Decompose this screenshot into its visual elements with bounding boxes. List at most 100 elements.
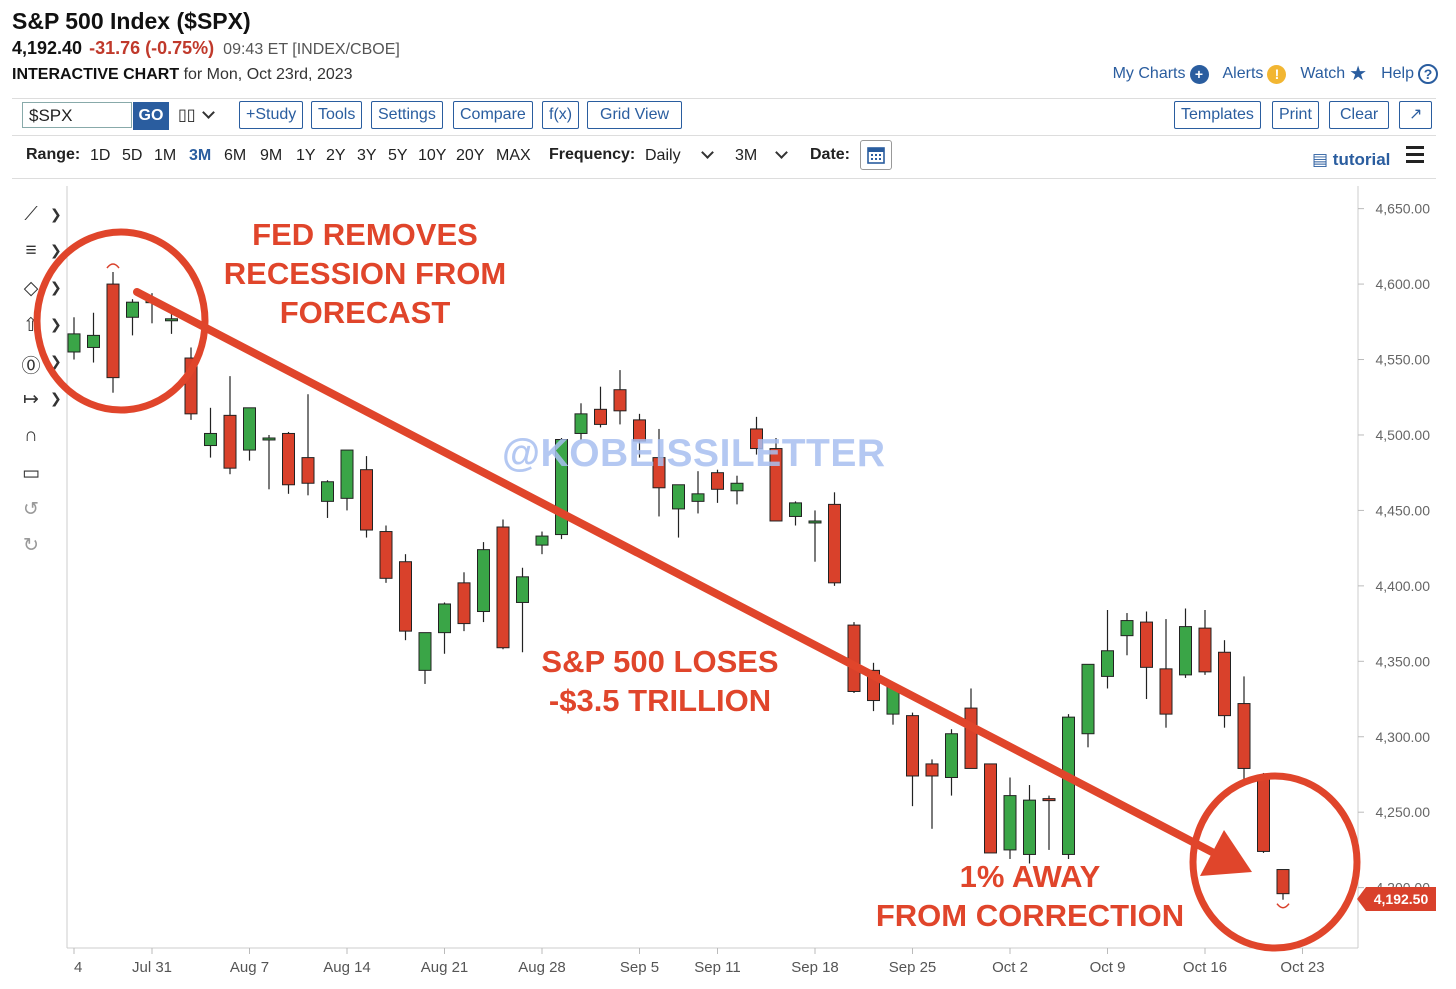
tools-button[interactable]: Tools (311, 101, 363, 129)
watch-link[interactable]: Watch ★ (1300, 64, 1367, 84)
candle-body-up (438, 603, 451, 634)
calendar-button[interactable] (860, 140, 892, 170)
range-5d[interactable]: 5D (122, 147, 143, 164)
range-5y[interactable]: 5Y (388, 147, 408, 164)
frequency-dropdown[interactable]: Daily (645, 146, 714, 165)
candle (1257, 772, 1270, 853)
period-low-marker (1276, 903, 1290, 909)
help-link[interactable]: Help ? (1381, 64, 1438, 84)
candle-body-up (321, 481, 334, 502)
candle-body-down (1276, 869, 1290, 895)
candle-body-down (1218, 651, 1231, 717)
undo-button[interactable]: ↺ (16, 498, 60, 526)
hamburger-menu-icon[interactable] (1406, 146, 1424, 167)
y-axis-ticks: 4,200.004,250.004,300.004,350.004,400.00… (1358, 201, 1430, 896)
range-20y[interactable]: 20Y (456, 147, 485, 164)
trendline-tool[interactable]: ⟋ ❯ (16, 204, 61, 232)
x-tick-label: Aug 7 (230, 959, 269, 976)
plus-circle-icon: + (1189, 64, 1209, 84)
candle-body-up (535, 535, 549, 546)
candle (925, 759, 939, 829)
range-10y[interactable]: 10Y (418, 147, 447, 164)
expand-button[interactable]: ↗ (1399, 101, 1433, 129)
range-9m[interactable]: 9M (260, 147, 283, 164)
compare-button[interactable]: Compare (453, 101, 533, 129)
range-6m[interactable]: 6M (224, 147, 247, 164)
fed-annotation: FED REMOVES RECESSION FROM FORECAST (200, 215, 530, 332)
candle-body-down (964, 707, 978, 769)
x-tick-label: Aug 14 (323, 959, 371, 976)
candle-body-down (711, 472, 724, 490)
candle (1081, 663, 1095, 748)
measure-icon: ↦ (23, 389, 39, 410)
range-2y[interactable]: 2Y (326, 147, 346, 164)
candle (945, 729, 958, 796)
go-button[interactable]: GO (133, 102, 169, 130)
candle-series (67, 263, 1290, 909)
period-high-marker (106, 263, 120, 269)
candle-body-up (789, 502, 802, 517)
print-button[interactable]: Print (1272, 101, 1319, 129)
candle (828, 492, 841, 586)
period-dropdown[interactable]: 3M (735, 146, 789, 165)
candle (1062, 714, 1075, 859)
chart-subtitle: INTERACTIVE CHART for Mon, Oct 23rd, 202… (12, 66, 353, 84)
magnet-tool[interactable]: ∩ (16, 425, 60, 453)
clear-button[interactable]: Clear (1329, 101, 1390, 129)
templates-button[interactable]: Templates (1174, 101, 1261, 129)
candlestick-icon: ▯▯ (178, 107, 196, 124)
fib-tool[interactable]: ≡ ❯ (16, 240, 61, 268)
grid-view-button[interactable]: Grid View (587, 101, 683, 129)
candle (282, 431, 295, 494)
highlight-circle-peak (33, 228, 209, 414)
frequency-label: Frequency: (549, 146, 636, 163)
lock-tool[interactable]: ▭ (16, 462, 60, 490)
range-1d[interactable]: 1D (90, 147, 111, 164)
last-price-tag (1357, 886, 1436, 911)
candle-body-up (418, 632, 432, 671)
text-icon: ⓪ (21, 356, 41, 377)
candle (594, 386, 607, 428)
measure-tool[interactable]: ↦ ❯ (16, 388, 62, 416)
shape-tool[interactable]: ◇ ❯ (16, 277, 62, 305)
tutorial-link[interactable]: ▤ tutorial (1312, 150, 1390, 170)
range-max[interactable]: MAX (496, 147, 531, 164)
candle-body-up (1120, 620, 1134, 637)
candle-body-down (1140, 621, 1153, 668)
candle (399, 554, 412, 641)
y-tick-label: 4,500.00 (1376, 427, 1431, 443)
candle (847, 622, 861, 693)
chart-type-dropdown[interactable]: ▯▯ (178, 105, 215, 125)
candle-body-up (1101, 650, 1114, 677)
candle (1101, 610, 1114, 689)
candle-body-down (828, 503, 841, 584)
range-3y[interactable]: 3Y (357, 147, 377, 164)
fx-button[interactable]: f(x) (542, 101, 580, 129)
y-tick-label: 4,400.00 (1376, 578, 1431, 594)
loses-annotation-line-1: S&P 500 LOSES (541, 644, 779, 679)
candle (223, 376, 237, 475)
my-charts-link[interactable]: My Charts + (1113, 64, 1209, 84)
alerts-link[interactable]: Alerts ! (1223, 64, 1287, 84)
candle (808, 510, 822, 562)
date-label: Date: (810, 146, 851, 163)
symbol-input[interactable]: $SPX (22, 102, 132, 128)
alert-icon: ! (1267, 64, 1287, 84)
settings-button[interactable]: Settings (371, 101, 443, 129)
study-button[interactable]: +Study (239, 101, 304, 129)
candle-body-down (1042, 798, 1056, 802)
text-tool[interactable]: ⓪ ❯ (16, 351, 61, 379)
trend-arrow-head (1200, 830, 1252, 876)
candle-body-down (847, 624, 861, 692)
candle (750, 416, 763, 455)
price-change: -31.76 (-0.75%) (89, 38, 215, 58)
x-tick-label: 4 (74, 959, 82, 976)
candle-body-down (652, 457, 666, 489)
x-tick-label: Oct 16 (1183, 959, 1227, 976)
candle-body-down (301, 457, 315, 484)
range-1m[interactable]: 1M (154, 147, 177, 164)
range-1y[interactable]: 1Y (296, 147, 316, 164)
range-3m[interactable]: 3M (189, 147, 212, 164)
redo-button[interactable]: ↻ (16, 534, 60, 562)
